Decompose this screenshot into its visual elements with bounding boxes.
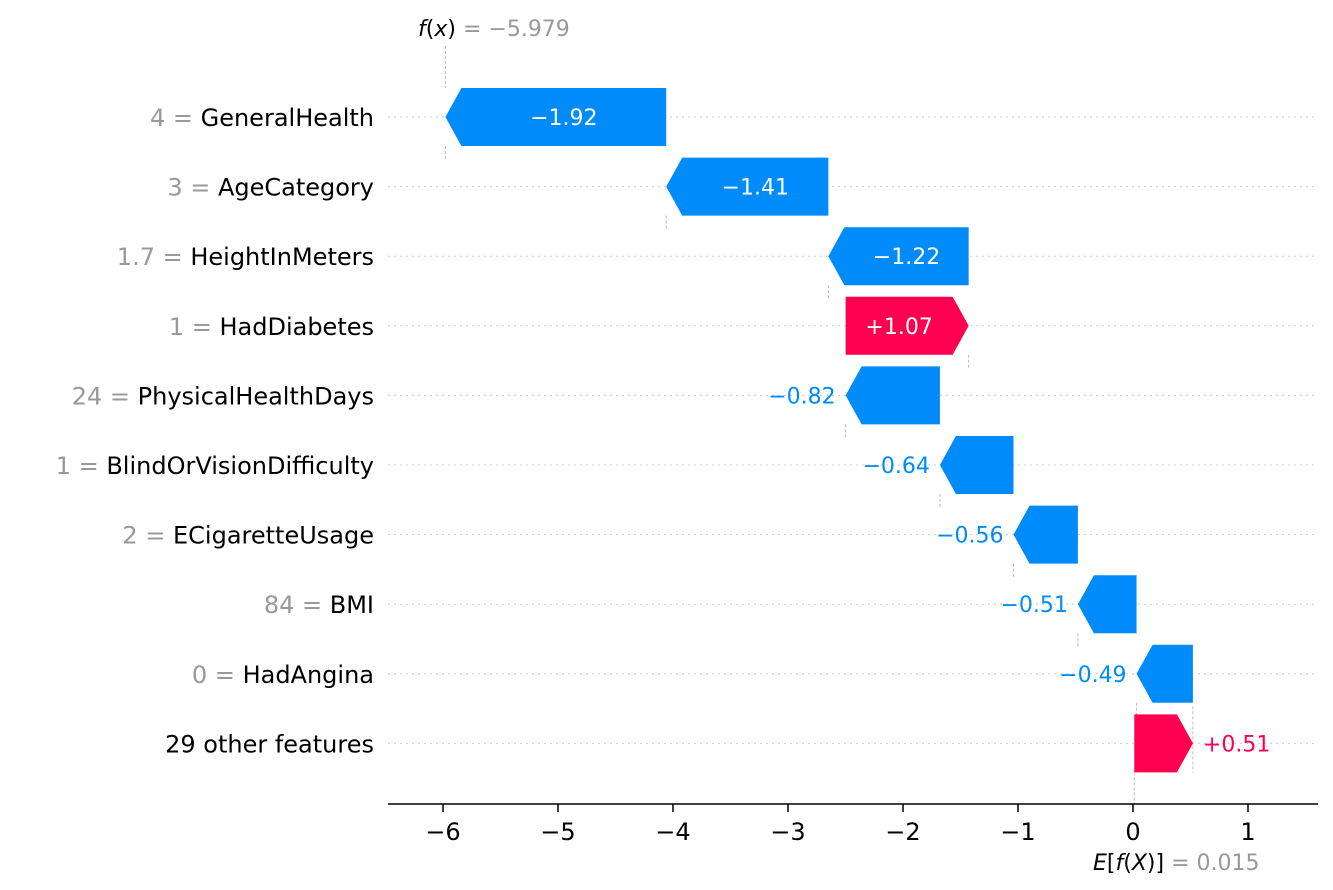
bar-value-label: −0.51 xyxy=(1000,593,1067,618)
bar-value-label: −0.64 xyxy=(862,454,929,479)
bar-negative xyxy=(939,436,1014,494)
feature-label: 3 = AgeCategory xyxy=(167,174,374,202)
feature-value: 24 = xyxy=(72,382,138,410)
feature-label: 84 = BMI xyxy=(264,591,374,619)
x-tick-label: −4 xyxy=(655,818,690,846)
feature-name: 29 other features xyxy=(165,730,374,758)
feature-value: 1 = xyxy=(56,452,107,480)
x-axis: −6 −5 −4 −3 −2 −1 0 1 xyxy=(388,803,1318,846)
feature-label: 29 other features xyxy=(165,730,374,758)
feature-value: 0 = xyxy=(192,661,243,689)
x-tick-label: −2 xyxy=(885,818,920,846)
feature-name: HeightInMeters xyxy=(190,243,374,271)
feature-name: BlindOrVisionDifficulty xyxy=(106,452,374,480)
bar-negative xyxy=(828,227,969,286)
bar-value-label: +1.07 xyxy=(865,315,932,340)
feature-label: 0 = HadAngina xyxy=(192,661,374,689)
bar-negative xyxy=(1077,575,1137,634)
x-tick-label: −3 xyxy=(770,818,805,846)
feature-value: 3 = xyxy=(167,174,218,202)
x-tick-label: −1 xyxy=(1000,818,1035,846)
feature-label: 4 = GeneralHealth xyxy=(150,104,374,132)
feature-labels: 4 = GeneralHealth 3 = AgeCategory 1.7 = He… xyxy=(56,104,374,758)
x-tick-label: −6 xyxy=(425,818,460,846)
feature-value: 1 = xyxy=(169,313,220,341)
feature-name: HadDiabetes xyxy=(219,313,374,341)
feature-label: 1 = HadDiabetes xyxy=(169,313,374,341)
bar-value-label: −1.22 xyxy=(873,245,940,270)
feature-name: PhysicalHealthDays xyxy=(138,382,374,410)
feature-name: BMI xyxy=(330,591,374,619)
connector-lines xyxy=(444,46,1194,804)
feature-name: AgeCategory xyxy=(218,174,374,202)
bar-value-label: −1.41 xyxy=(722,176,789,201)
bars: −1.92 −1.41 −1.22 +1.07 −0.82 −0.64 −0.56 −0.51… xyxy=(445,88,1270,773)
bar-negative xyxy=(666,157,829,216)
feature-value: 4 = xyxy=(150,104,201,132)
bar-value-label: −0.49 xyxy=(1059,663,1126,688)
feature-value: 2 = xyxy=(122,522,173,550)
bar-negative xyxy=(845,366,940,425)
feature-name: GeneralHealth xyxy=(201,104,374,132)
fx-label: f(x) = −5.979 xyxy=(418,17,570,42)
bar-positive xyxy=(1134,714,1193,773)
bar-value-label: −0.82 xyxy=(768,384,835,409)
efx-label: E[f(X)] = 0.015 xyxy=(1093,851,1260,876)
bar-value-label: −0.56 xyxy=(936,524,1003,549)
x-tick-label: 1 xyxy=(1240,818,1255,846)
feature-label: 1.7 = HeightInMeters xyxy=(117,243,374,271)
x-tick-label: 0 xyxy=(1125,818,1140,846)
x-tick-label: −5 xyxy=(540,818,575,846)
feature-value: 1.7 = xyxy=(117,243,191,271)
bar-negative xyxy=(445,88,667,146)
bar-value-label: −1.92 xyxy=(530,106,597,131)
feature-label: 2 = ECigaretteUsage xyxy=(122,522,374,550)
feature-name: ECigaretteUsage xyxy=(173,522,374,550)
bar-negative xyxy=(1013,505,1078,564)
feature-label: 24 = PhysicalHealthDays xyxy=(72,382,374,410)
feature-value: 84 = xyxy=(264,591,330,619)
bar-value-label: +0.51 xyxy=(1203,732,1270,757)
feature-label: 1 = BlindOrVisionDifficulty xyxy=(56,452,374,480)
bar-negative xyxy=(1136,644,1193,703)
feature-name: HadAngina xyxy=(243,661,374,689)
bar-positive xyxy=(845,296,969,355)
